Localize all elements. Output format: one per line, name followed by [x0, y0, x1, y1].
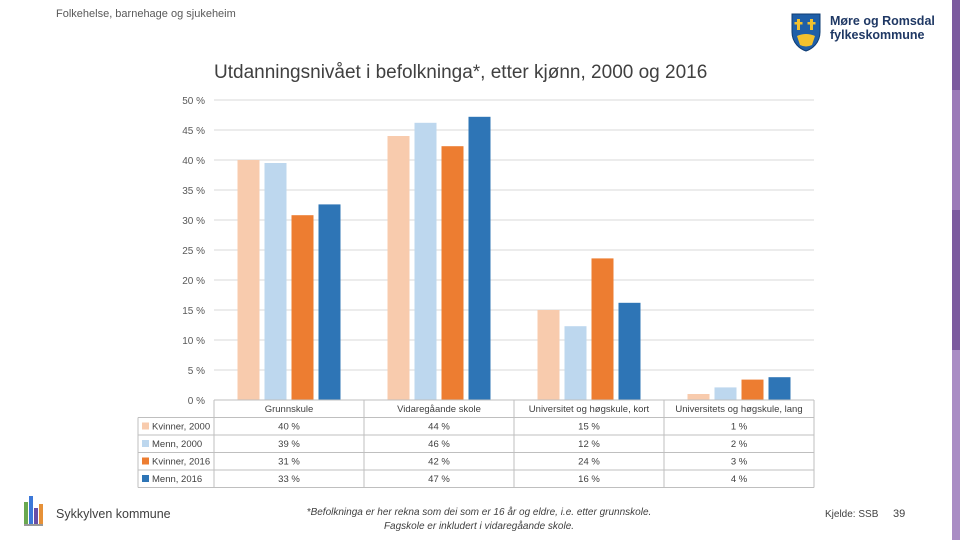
footnote-line-2: Fagskole er inkludert i vidaregåande sko…	[383, 521, 575, 532]
bar	[318, 204, 341, 400]
decorative-color-strip	[952, 0, 960, 540]
y-tick-label: 30 %	[182, 216, 205, 227]
legend-label: Menn, 2000	[152, 439, 202, 450]
bar	[387, 136, 410, 400]
bar	[741, 379, 764, 400]
data-label: 12 %	[578, 439, 600, 450]
data-label: 47 %	[428, 474, 450, 485]
bar	[618, 302, 641, 400]
data-label: 39 %	[278, 439, 300, 450]
data-label: 1 %	[731, 422, 748, 433]
data-label: 15 %	[578, 422, 600, 433]
data-label: 42 %	[428, 457, 450, 468]
y-tick-label: 50 %	[182, 96, 205, 107]
y-tick-label: 10 %	[182, 336, 205, 347]
bar	[441, 146, 464, 400]
kommune-logo-icon	[24, 496, 43, 526]
data-label: 2 %	[731, 439, 748, 450]
category-label: Grunnskule	[265, 404, 314, 415]
legend-label: Menn, 2016	[152, 474, 202, 485]
legend-swatch	[142, 475, 149, 482]
category-label: Vidaregåande skole	[397, 404, 481, 415]
data-label: 33 %	[278, 474, 300, 485]
category-label: Universitets og høgskule, lang	[675, 404, 802, 415]
breadcrumb: Folkehelse, barnehage og sjukeheim	[56, 8, 236, 20]
chart-title: Utdanningsnivået i befolkninga*, etter k…	[214, 62, 708, 83]
coat-of-arms-icon	[791, 13, 821, 52]
bar	[237, 160, 260, 400]
bar	[414, 122, 437, 401]
legend-label: Kvinner, 2016	[152, 457, 210, 468]
y-tick-label: 0 %	[188, 396, 205, 407]
y-tick-label: 15 %	[182, 306, 205, 317]
data-label: 40 %	[278, 422, 300, 433]
footnote-line-1: *Befolkninga er her rekna som dei som er…	[306, 507, 652, 518]
y-tick-label: 25 %	[182, 246, 205, 257]
y-tick-label: 35 %	[182, 186, 205, 197]
data-label: 4 %	[731, 474, 748, 485]
y-tick-label: 20 %	[182, 276, 205, 287]
data-label: 3 %	[731, 457, 748, 468]
bar	[291, 215, 314, 400]
bar	[768, 377, 791, 400]
data-label: 31 %	[278, 457, 300, 468]
bar	[714, 387, 737, 400]
source-label: Kjelde: SSB	[825, 509, 879, 520]
data-label: 44 %	[428, 422, 450, 433]
y-tick-label: 5 %	[188, 366, 205, 377]
data-label: 24 %	[578, 457, 600, 468]
bar	[687, 394, 710, 400]
logo-line-1: Møre og Romsdal	[830, 14, 935, 28]
page-number: 39	[893, 508, 906, 520]
y-tick-label: 40 %	[182, 156, 205, 167]
bar	[564, 326, 587, 400]
category-label: Universitet og høgskule, kort	[529, 404, 650, 415]
y-tick-label: 45 %	[182, 126, 205, 137]
bar	[591, 258, 614, 400]
kommune-name: Sykkylven kommune	[56, 507, 171, 521]
bar	[537, 310, 560, 400]
bar	[468, 116, 491, 401]
footnote: *Befolkninga er her rekna som dei som er…	[284, 506, 674, 534]
legend-swatch	[142, 422, 149, 430]
legend-swatch	[142, 457, 149, 465]
data-label: 16 %	[578, 474, 600, 485]
logo-line-2: fylkeskommune	[830, 28, 925, 42]
legend-label: Kvinner, 2000	[152, 422, 210, 433]
bar	[264, 163, 287, 400]
data-label: 46 %	[428, 439, 450, 450]
legend-swatch	[142, 440, 149, 447]
fylkeskommune-logo: Møre og Romsdal fylkeskommune	[790, 12, 940, 56]
